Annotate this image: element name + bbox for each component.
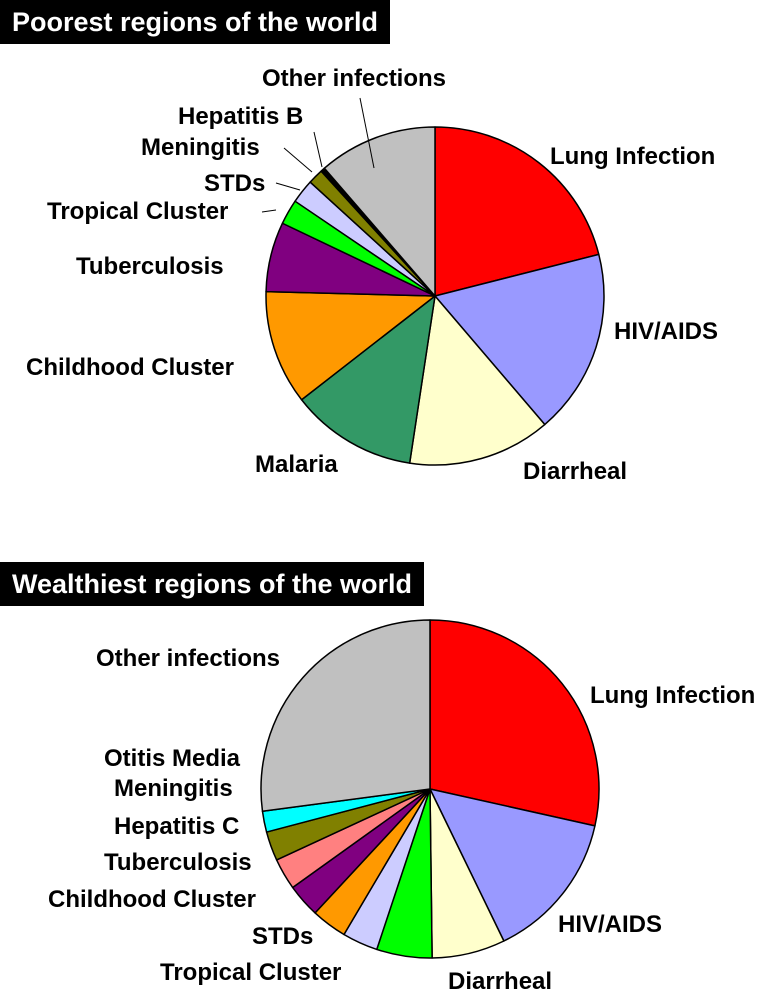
- poorest-leader-stds: [275, 182, 301, 191]
- poorest-leader-tropical-cluster: [261, 209, 277, 213]
- wealthiest-label-hiv-aids: HIV/AIDS: [558, 911, 662, 938]
- poorest-leader-hepatitis-b: [313, 131, 323, 168]
- wealthiest-pie: Lung Infection HIV/AIDS Diarrheal Tropical …: [48, 619, 755, 991]
- wealthiest-label-lung-infection: Lung Infection: [590, 682, 755, 709]
- poorest-label-hepatitis-b: Hepatitis B: [178, 103, 303, 130]
- wealthiest-label-meningitis: Meningitis: [114, 775, 233, 802]
- poorest-slice-childhood-cluster: [265, 290, 436, 401]
- wealthiest-label-hepatitis-c: Hepatitis C: [114, 813, 239, 840]
- poorest-slice-other-infections: [323, 126, 436, 297]
- poorest-label-hiv-aids: HIV/AIDS: [614, 318, 718, 345]
- wealthiest-slice-other-infections: [260, 619, 431, 812]
- poorest-label-tropical-cluster: Tropical Cluster: [47, 198, 228, 225]
- wealthiest-slice-lung-infection: [429, 619, 600, 827]
- poorest-label-other-infections: Other infections: [262, 65, 446, 92]
- poorest-label-diarrheal: Diarrheal: [523, 458, 627, 485]
- poorest-label-tuberculosis: Tuberculosis: [76, 253, 224, 280]
- chart-title-wealthiest: Wealthiest regions of the world: [0, 562, 425, 606]
- wealthiest-label-tuberculosis: Tuberculosis: [104, 849, 252, 876]
- poorest-label-lung-infection: Lung Infection: [550, 143, 715, 170]
- poorest-slice-lung-infection: [434, 126, 600, 297]
- poorest-slice-hiv-aids: [434, 253, 605, 426]
- poorest-slice-malaria: [300, 295, 436, 464]
- wealthiest-label-childhood-cluster: Childhood Cluster: [48, 886, 256, 913]
- poorest-label-childhood-cluster: Childhood Cluster: [26, 354, 234, 381]
- poorest-pie: Lung Infection HIV/AIDS Diarrheal Malaria Ch…: [26, 65, 718, 485]
- poorest-label-malaria: Malaria: [255, 451, 338, 478]
- wealthiest-label-diarrheal: Diarrheal: [448, 968, 552, 991]
- wealthiest-label-tropical-cluster: Tropical Cluster: [160, 959, 341, 986]
- poorest-label-meningitis: Meningitis: [141, 134, 260, 161]
- wealthiest-slice-hiv-aids: [429, 788, 596, 942]
- wealthiest-label-other-infections: Other infections: [96, 645, 280, 672]
- poorest-leader-other-infections: [359, 97, 375, 169]
- poorest-label-stds: STDs: [204, 170, 265, 197]
- wealthiest-label-stds: STDs: [252, 923, 313, 950]
- poorest-slice-diarrheal: [408, 295, 546, 466]
- chart-title-poorest: Poorest regions of the world: [0, 0, 391, 44]
- poorest-leader-meningitis: [283, 147, 313, 173]
- wealthiest-label-otitis-media: Otitis Media: [104, 745, 241, 772]
